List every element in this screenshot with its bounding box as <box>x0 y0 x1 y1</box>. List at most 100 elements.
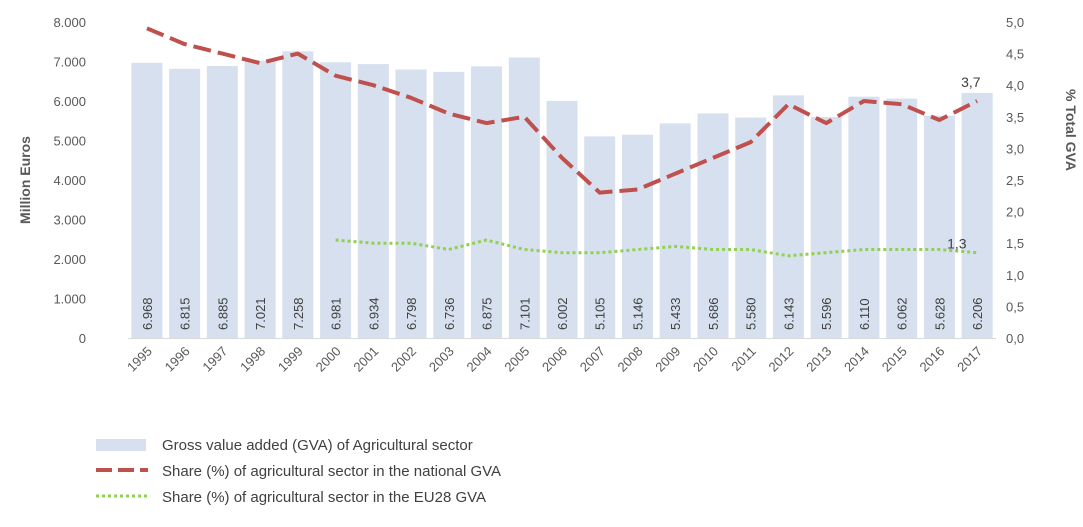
bar-2004 <box>471 66 502 339</box>
bar-label-2001: 6.934 <box>366 297 381 330</box>
bar-2012 <box>772 95 804 339</box>
bar-2007 <box>584 136 616 338</box>
bar-2011 <box>735 117 767 338</box>
x-tick-label-1999: 1999 <box>275 344 306 375</box>
bar-label-2016: 5.628 <box>932 297 947 330</box>
bar-2000 <box>320 62 352 339</box>
right-tick-label: 0,0 <box>1006 331 1024 346</box>
legend-label-national: Share (%) of agricultural sector in the … <box>162 463 501 480</box>
bar-label-2010: 5.686 <box>706 297 721 330</box>
bar-label-2000: 6.981 <box>329 297 344 330</box>
bar-label-2007: 5.105 <box>593 297 608 330</box>
bar-1997 <box>206 66 238 338</box>
bar-2002 <box>395 69 427 338</box>
x-tick-label-2005: 2005 <box>501 344 532 375</box>
x-tick-label-1998: 1998 <box>237 344 268 375</box>
x-tick-label-2013: 2013 <box>803 344 834 375</box>
left-axis-title: Million Euros <box>17 136 33 224</box>
right-tick-label: 1,0 <box>1006 268 1024 283</box>
bar-label-1996: 6.815 <box>178 297 193 330</box>
bar-2005 <box>508 57 540 338</box>
bar-label-2003: 6.736 <box>442 297 457 330</box>
x-tick-label-2015: 2015 <box>879 344 910 375</box>
x-tick-label-2011: 2011 <box>728 344 758 374</box>
left-tick-label: 6.000 <box>53 94 86 109</box>
x-tick-label-2002: 2002 <box>388 344 419 375</box>
right-tick-label: 4,5 <box>1006 47 1024 62</box>
x-tick-label-2010: 2010 <box>690 344 721 375</box>
line-series: 3,7 1,3 <box>146 26 981 258</box>
bar-label-1995: 6.968 <box>140 297 155 330</box>
bar-label-2013: 5.596 <box>819 297 834 330</box>
bar-label-2011: 5.580 <box>744 297 759 330</box>
x-tick-label-2017: 2017 <box>954 344 985 375</box>
bar-label-1997: 6.885 <box>215 297 230 330</box>
left-tick-label: 2.000 <box>53 252 86 267</box>
x-tick-label-2001: 2001 <box>350 344 381 375</box>
x-axis: 1995 1996 1997 1998 1999 2000 2001 2002 2003 2004… <box>124 338 996 375</box>
bar-2013 <box>810 117 842 338</box>
national-share-end-label: 3,7 <box>961 74 981 90</box>
right-tick-label: 2,5 <box>1006 173 1024 188</box>
bar-label-2015: 6.062 <box>895 297 910 330</box>
right-axis: 0,0 0,5 1,0 1,5 2,0 2,5 3,0 3,5 4,0 4,5 5,0 <box>1006 15 1024 346</box>
left-tick-label: 8.000 <box>53 15 86 30</box>
legend-item-national: Share (%) of agricultural sector in the … <box>96 463 501 480</box>
right-axis-title: % Total GVA <box>1063 89 1079 171</box>
left-tick-label: 1.000 <box>53 292 86 307</box>
x-tick-label-2016: 2016 <box>916 344 947 375</box>
x-tick-label-2004: 2004 <box>464 344 495 375</box>
right-tick-label: 1,5 <box>1006 236 1024 251</box>
bar-label-2008: 5.146 <box>631 297 646 330</box>
x-tick-label-2007: 2007 <box>577 344 608 375</box>
right-tick-label: 4,0 <box>1006 78 1024 93</box>
legend-label-gva: Gross value added (GVA) of Agricultural … <box>162 437 473 454</box>
x-tick-label-2008: 2008 <box>615 344 646 375</box>
bar-label-2005: 7.101 <box>517 297 532 330</box>
bar-2009 <box>659 123 691 339</box>
bar-1999 <box>282 51 314 339</box>
bar-label-2004: 6.875 <box>480 297 495 330</box>
bar-1998 <box>244 60 276 338</box>
bar-label-2009: 5.433 <box>668 297 683 330</box>
bar-2010 <box>697 113 729 339</box>
x-tick-label-2000: 2000 <box>313 344 344 375</box>
x-tick-label-2006: 2006 <box>539 344 570 375</box>
right-tick-label: 3,0 <box>1006 141 1024 156</box>
x-tick-label-1996: 1996 <box>162 344 193 375</box>
legend: Gross value added (GVA) of Agricultural … <box>96 437 501 506</box>
bar-2015 <box>886 98 918 338</box>
left-axis: 0 1.000 2.000 3.000 4.000 5.000 6.000 7.000 8.00… <box>53 15 86 346</box>
x-tick-label-1997: 1997 <box>199 344 230 375</box>
bar-1995 <box>131 62 163 339</box>
bar-2016 <box>923 115 955 338</box>
bar-label-1998: 7.021 <box>253 297 268 330</box>
bar-label-2006: 6.002 <box>555 297 570 330</box>
right-tick-label: 5,0 <box>1006 15 1024 30</box>
left-tick-label: 0 <box>79 331 86 346</box>
x-tick-label-1995: 1995 <box>124 344 155 375</box>
right-tick-label: 2,0 <box>1006 205 1024 220</box>
bar-label-2002: 6.798 <box>404 297 419 330</box>
eu28-share-line <box>335 238 978 258</box>
left-tick-label: 4.000 <box>53 173 86 188</box>
left-tick-label: 5.000 <box>53 134 86 149</box>
legend-item-gva: Gross value added (GVA) of Agricultural … <box>96 437 473 454</box>
left-tick-label: 7.000 <box>53 55 86 70</box>
bar-2014 <box>848 96 880 338</box>
bar-label-2014: 6.110 <box>857 298 872 330</box>
legend-label-eu28: Share (%) of agricultural sector in the … <box>162 489 486 506</box>
right-tick-label: 3,5 <box>1006 110 1024 125</box>
bar-2006 <box>546 100 578 339</box>
x-tick-label-2009: 2009 <box>652 344 683 375</box>
bar-1996 <box>169 68 201 339</box>
bar-label-2012: 6.143 <box>781 297 796 330</box>
bar-label-2017: 6.206 <box>970 297 985 330</box>
eu28-share-end-label: 1,3 <box>947 236 967 252</box>
bar-label-1999: 7.258 <box>291 297 306 330</box>
right-tick-label: 0,5 <box>1006 299 1024 314</box>
legend-swatch-bar <box>96 439 146 451</box>
national-share-line <box>146 26 979 195</box>
bar-2017 <box>961 92 993 339</box>
legend-item-eu28: Share (%) of agricultural sector in the … <box>96 489 486 506</box>
